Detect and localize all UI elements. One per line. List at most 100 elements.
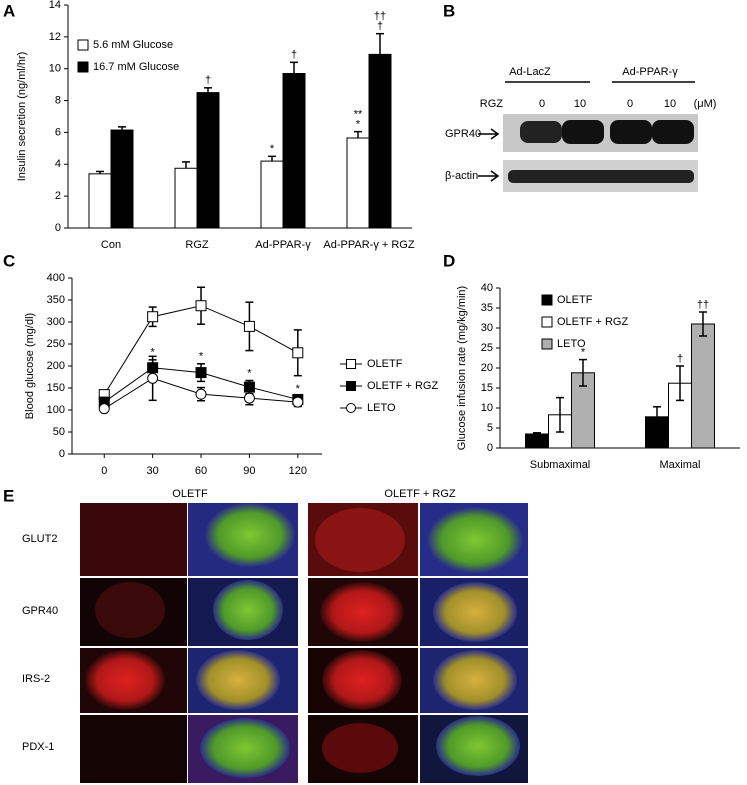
y-tick-label: 40 — [481, 282, 493, 294]
bar — [260, 160, 284, 229]
x-tick-label: RGZ — [185, 239, 209, 251]
arrow — [478, 170, 500, 182]
panel-label: E — [3, 486, 14, 505]
y-tick-label: 10 — [49, 63, 61, 75]
row-label: GPR40 — [22, 605, 58, 617]
legend-label: OLETF + RGZ — [367, 380, 438, 392]
significance-mark: ** — [354, 109, 363, 121]
y-tick-label: 400 — [47, 272, 65, 284]
legend-label: OLETF + RGZ — [557, 316, 628, 328]
point — [195, 388, 207, 400]
legend-swatch — [541, 316, 553, 328]
legend-marker — [346, 381, 356, 391]
y-tick-label: 350 — [47, 294, 65, 306]
significance-mark: * — [356, 119, 361, 131]
significance-mark: * — [270, 143, 275, 155]
significance-mark: † — [377, 21, 383, 33]
bar — [88, 173, 112, 229]
y-tick-label: 10 — [481, 402, 493, 414]
unit-label: (μM) — [694, 98, 717, 110]
y-tick-label: 14 — [49, 0, 61, 11]
row-label: β-actin — [445, 170, 478, 182]
panel-label: A — [3, 1, 15, 20]
group-label: Ad-LacZ — [509, 66, 551, 78]
significance-mark: * — [151, 347, 156, 359]
legend-label: LETO — [557, 338, 586, 350]
row-label: PDX-1 — [22, 741, 54, 753]
point — [292, 347, 304, 359]
bar — [346, 137, 370, 229]
blot-band — [610, 120, 652, 144]
y-tick-label: 50 — [53, 426, 65, 438]
y-tick-label: 8 — [55, 94, 61, 106]
bar — [691, 323, 715, 449]
legend-label: OLETF — [367, 358, 403, 370]
dose-label: 0 — [627, 98, 633, 110]
dose-label: 0 — [539, 98, 545, 110]
y-tick-label: 4 — [55, 158, 61, 170]
significance-mark: † — [205, 75, 211, 87]
panel-label: D — [443, 251, 455, 270]
point — [195, 300, 207, 312]
y-tick-label: 20 — [481, 362, 493, 374]
significance-mark: †† — [374, 11, 386, 23]
y-tick-label: 35 — [481, 302, 493, 314]
x-tick-label: 90 — [243, 465, 255, 477]
x-tick-label: 60 — [195, 465, 207, 477]
x-tick-label: Ad-PPAR-γ — [255, 239, 311, 251]
legend-swatch — [77, 39, 89, 51]
point — [195, 367, 207, 379]
y-tick-label: 2 — [55, 190, 61, 202]
bar — [525, 433, 549, 449]
y-tick-label: 25 — [481, 342, 493, 354]
blot-band — [508, 170, 694, 183]
point — [243, 381, 255, 393]
significance-mark: † — [677, 353, 683, 365]
x-tick-label: Submaximal — [530, 459, 591, 471]
panel-label: C — [3, 251, 15, 270]
image-grid — [80, 503, 528, 783]
row-label: GPR40 — [445, 128, 481, 140]
legend-swatch — [541, 338, 553, 350]
y-tick-label: 0 — [55, 222, 61, 234]
y-tick-label: 30 — [481, 322, 493, 334]
column-label: OLETF — [172, 488, 208, 500]
blot-panel: B Ad-LacZ Ad-PPAR-γ RGZ 0 10 0 10 (μM) G… — [443, 1, 716, 192]
panel-label: B — [443, 1, 455, 20]
point — [243, 392, 255, 404]
blot-band — [520, 121, 562, 143]
y-tick-label: 5 — [487, 422, 493, 434]
bar — [110, 129, 134, 229]
significance-mark: † — [291, 49, 297, 61]
point — [292, 396, 304, 408]
micrograph-panel: E OLETF OLETF + RGZ GLUT2 GPR40 IRS-2 PD… — [3, 486, 528, 783]
blot-band — [652, 120, 694, 144]
y-tick-label: 250 — [47, 338, 65, 350]
legend-swatch — [541, 294, 553, 306]
x-tick-label: 120 — [289, 465, 307, 477]
significance-mark: * — [296, 383, 301, 395]
y-tick-label: 100 — [47, 404, 65, 416]
y-tick-label: 0 — [487, 442, 493, 454]
bar — [282, 72, 306, 229]
bar — [174, 167, 198, 229]
significance-mark: * — [247, 367, 252, 379]
x-tick-label: 0 — [101, 465, 107, 477]
group-label: Ad-PPAR-γ — [622, 66, 678, 78]
y-tick-label: 6 — [55, 126, 61, 138]
y-axis-label: Blood glucose (mg/dl) — [24, 313, 36, 419]
point — [147, 311, 159, 323]
y-tick-label: 12 — [49, 31, 61, 43]
x-tick-label: Con — [101, 239, 121, 251]
significance-mark: †† — [697, 299, 709, 311]
legend-swatch — [77, 61, 89, 73]
y-tick-label: 0 — [59, 448, 65, 460]
row-label: GLUT2 — [22, 533, 57, 545]
y-tick-label: 300 — [47, 316, 65, 328]
point — [98, 403, 110, 415]
bar — [368, 53, 392, 229]
row-label: IRS-2 — [22, 673, 50, 685]
y-axis-label: Insulin secretion (ng/ml/hr) — [16, 52, 28, 182]
legend-label: OLETF — [557, 294, 593, 306]
